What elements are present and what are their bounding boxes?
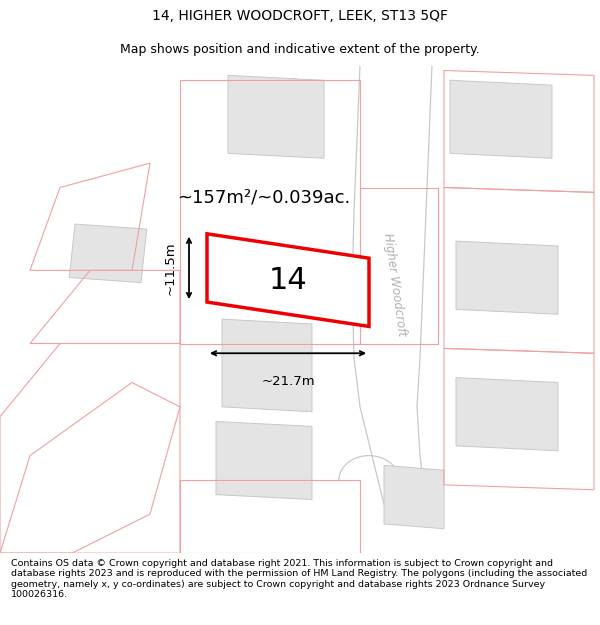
Text: ~157m²/~0.039ac.: ~157m²/~0.039ac. (178, 188, 350, 206)
Polygon shape (69, 224, 147, 282)
Polygon shape (456, 378, 558, 451)
Polygon shape (207, 234, 369, 326)
Text: Higher Woodcroft: Higher Woodcroft (380, 232, 408, 338)
Polygon shape (222, 319, 312, 412)
Text: ~11.5m: ~11.5m (164, 241, 177, 295)
Polygon shape (352, 66, 432, 504)
Polygon shape (450, 80, 552, 158)
Text: ~21.7m: ~21.7m (261, 375, 315, 388)
Text: 14: 14 (269, 266, 307, 294)
Polygon shape (456, 241, 558, 314)
Text: Map shows position and indicative extent of the property.: Map shows position and indicative extent… (120, 42, 480, 56)
Polygon shape (228, 76, 324, 158)
Text: 14, HIGHER WOODCROFT, LEEK, ST13 5QF: 14, HIGHER WOODCROFT, LEEK, ST13 5QF (152, 9, 448, 23)
Polygon shape (384, 466, 444, 529)
Text: Contains OS data © Crown copyright and database right 2021. This information is : Contains OS data © Crown copyright and d… (11, 559, 587, 599)
Polygon shape (216, 421, 312, 499)
